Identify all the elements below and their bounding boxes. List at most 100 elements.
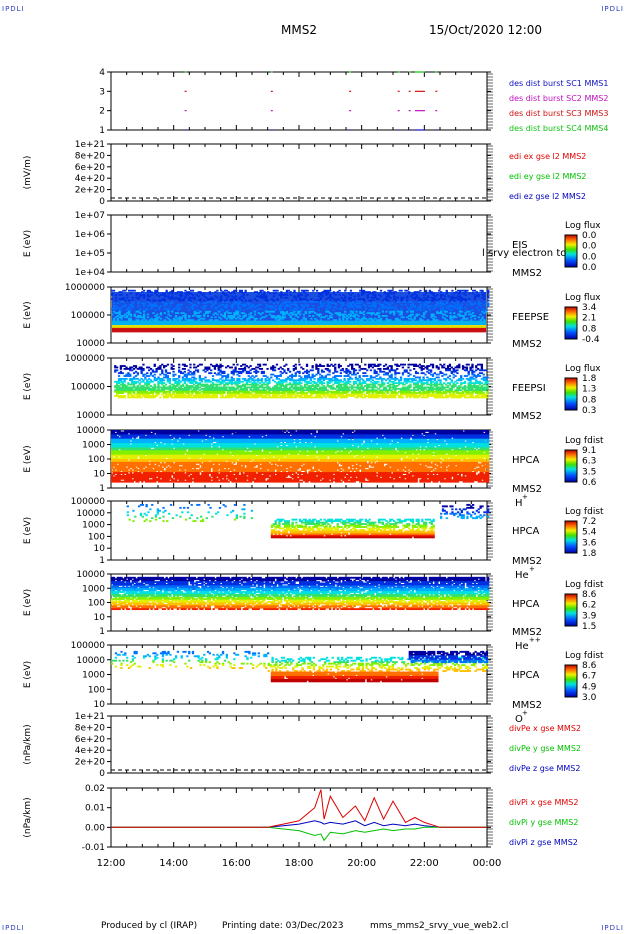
spectrogram-cell [253,291,257,293]
spectrogram-cell [304,301,307,303]
spectrogram-cell [267,291,270,293]
colorbar-tick-label: 1.8 [582,374,597,384]
spectrogram-cell [428,301,431,303]
spectrogram-cell [270,298,274,300]
spectrogram-cell [409,310,413,313]
spectrogram-cell [191,306,195,309]
spectrogram-cell [221,315,225,317]
spectrogram-cell [159,294,163,296]
spectrogram-cell [382,383,386,386]
spectrogram-cell [385,296,388,299]
spectrogram-cell [299,313,302,316]
spectrogram-cell [467,373,470,376]
spectrogram-cell [398,319,401,321]
spectrogram-cell [453,306,456,309]
spectrogram-cell [158,295,161,298]
spectrogram-cell [197,301,200,303]
spectrogram-cell [163,319,166,321]
spectrogram-cell [351,312,354,314]
spectrogram-cell [314,299,317,302]
spectrogram-cell [183,367,186,370]
spectrogram-cell [111,313,114,316]
spectrogram-cell [483,298,486,300]
spectrogram-cell [178,298,181,300]
spectrogram-cell [261,316,264,319]
spectrogram-cell [152,305,155,307]
spectrogram-cell [310,317,313,320]
spectrogram-cell [408,309,411,312]
spectrogram-cell [487,299,490,302]
spectrogram-cell [319,296,322,299]
spectrogram-cell [265,295,268,298]
spectrogram-cell [312,289,315,292]
spectrogram-cell [385,317,388,320]
spectrogram-cell [255,299,259,302]
spectrogram-cell [342,317,345,320]
spectrogram-cell [203,299,206,302]
spectrogram-cell [393,313,396,316]
spectrogram-cell [453,316,456,319]
spectrogram-cells [114,363,489,399]
spectrogram-cell [364,305,368,307]
spectrogram-cell [357,306,360,309]
spectrogram-cell [146,295,149,298]
colorbar [564,306,578,340]
spectrogram-cell [340,313,343,316]
spectrogram-cell [430,316,433,319]
spectrogram-cell [424,310,428,313]
spectrogram-cell [205,310,208,313]
spectrogram-cell [129,289,133,292]
spectrogram-cell [238,375,241,377]
spectrogram-cell [321,305,324,307]
spectrogram-cell [285,380,288,383]
spectrogram-cell [353,303,356,306]
spectrogram-cell [167,296,170,299]
spectrogram-cell [389,291,392,293]
spectrogram-cell [176,317,180,320]
spectrogram-cell [146,291,149,293]
spectrogram-cell [372,302,375,305]
spectrogram-cell [225,301,228,303]
spectrogram-cell [423,312,426,314]
spectrogram-cell [180,294,183,296]
spectrogram-cell [280,310,283,313]
spectrogram-cell [270,316,274,319]
spectrogram-cell [156,305,159,307]
spectrogram-cell [193,298,196,300]
spectrogram-cell [432,294,435,296]
spectrogram-cell [270,310,274,313]
spectrogram-cell [379,363,382,366]
spectrogram-cell [389,303,392,306]
spectrogram-cell [165,303,168,306]
spectrogram-cell [225,294,228,296]
spectrogram-cell [338,319,341,321]
spectrogram-cell [362,291,366,293]
spectrogram-cell [154,299,157,302]
spectrogram-cell [276,316,279,319]
spectrogram-cell [127,319,131,321]
spectrogram-cell [413,296,416,299]
spectrogram-cell [231,299,234,302]
spectrogram-cell [171,301,174,303]
spectrogram-cell [413,298,416,300]
spectrogram-cell [131,305,134,307]
colorbar-tick-label: 0.0 [582,263,597,273]
spectrogram-cell [268,306,272,309]
spectrogram-cell [252,316,255,319]
spectrogram-cell [453,305,456,307]
spectrogram-cell [347,296,351,299]
spectrogram-cell [293,313,296,316]
overlay-label: l srvy electron to [482,248,566,259]
spectrogram-cell [135,316,138,319]
spectrogram-cell [197,291,200,293]
spectrogram-cell [174,292,178,295]
spectrogram-cell [359,305,362,307]
spectrogram-cell [144,308,148,310]
spectrogram-cell [182,312,185,314]
spectrogram-cell [443,363,446,366]
spectrogram-cell [423,303,426,306]
probe-label: MMS2 [512,411,542,422]
spectrogram-cell [409,309,413,312]
spectrogram-cell [377,315,381,317]
spectrogram-cell [355,317,358,320]
